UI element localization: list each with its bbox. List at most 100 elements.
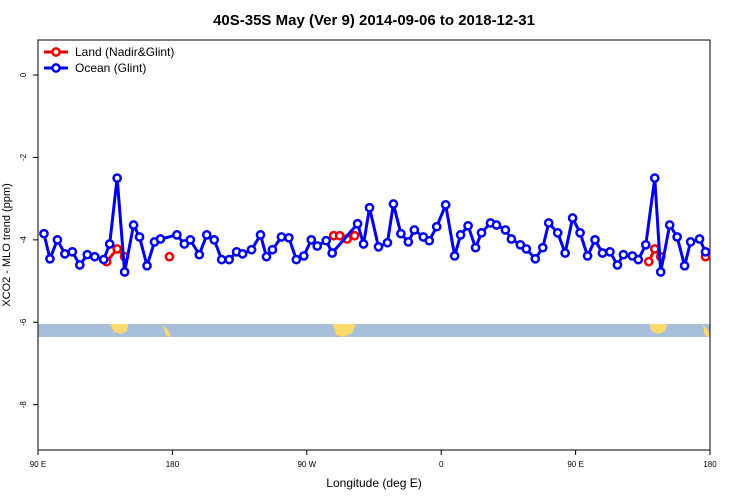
- data-point: [521, 244, 532, 254]
- data-point: [164, 251, 175, 262]
- y-tick-label: -8: [19, 401, 28, 409]
- data-point: [449, 251, 460, 261]
- data-point: [142, 260, 152, 271]
- data-point: [104, 239, 115, 249]
- y-tick-label: -4: [19, 236, 28, 244]
- x-tick-label: 90 E: [567, 460, 583, 469]
- data-point: [172, 230, 182, 240]
- land-blob: [163, 325, 171, 337]
- data-point: [74, 260, 85, 270]
- data-point: [575, 227, 585, 238]
- data-point: [321, 235, 332, 246]
- data-point: [39, 228, 49, 239]
- data-point: [128, 220, 139, 230]
- data-point: [373, 242, 384, 252]
- data-point: [643, 256, 654, 267]
- data-point: [424, 235, 435, 246]
- y-tick-label: -6: [19, 318, 28, 326]
- data-point: [664, 220, 675, 230]
- data-point: [455, 230, 466, 240]
- data-point: [291, 254, 302, 265]
- legend-marker: [51, 47, 61, 57]
- data-point: [267, 244, 278, 255]
- data-point: [700, 246, 711, 257]
- data-point: [463, 220, 473, 231]
- data-point: [640, 239, 651, 250]
- data-point: [612, 260, 623, 270]
- data-point: [605, 246, 615, 257]
- data-point: [352, 218, 363, 229]
- data-point: [694, 234, 705, 244]
- data-point: [134, 232, 145, 242]
- data-point: [119, 267, 130, 277]
- data-point: [506, 234, 517, 244]
- data-point: [672, 232, 682, 242]
- plot-frame: [37, 39, 711, 451]
- data-point: [633, 254, 644, 265]
- data-point: [216, 254, 227, 265]
- data-point: [155, 234, 166, 244]
- data-point: [224, 254, 234, 265]
- data-point: [679, 260, 690, 271]
- data-point: [60, 249, 70, 259]
- data-point: [560, 248, 570, 258]
- legend-marker: [51, 63, 61, 73]
- y-tick-label: 0: [19, 72, 28, 77]
- data-point: [396, 228, 406, 239]
- land-blob: [703, 325, 710, 337]
- data-point: [112, 244, 122, 254]
- data-point: [194, 249, 205, 260]
- data-point: [491, 220, 502, 230]
- data-point: [364, 202, 375, 213]
- x-tick-label: 180: [703, 460, 717, 469]
- data-point: [52, 234, 63, 245]
- data-point: [543, 218, 554, 228]
- data-point: [649, 173, 660, 183]
- x-tick-label: 90 W: [297, 460, 316, 469]
- data-point: [590, 234, 600, 245]
- data-point: [349, 230, 360, 241]
- data-point: [284, 232, 294, 243]
- data-point: [618, 249, 629, 260]
- data-point: [552, 227, 563, 238]
- data-point: [82, 249, 93, 260]
- data-point: [358, 239, 369, 249]
- land-blob: [333, 324, 356, 337]
- data-point: [567, 213, 578, 223]
- data-point: [98, 254, 109, 265]
- data-point: [655, 267, 666, 277]
- data-point: [440, 199, 451, 210]
- data-point: [403, 237, 414, 247]
- data-point: [470, 242, 481, 253]
- data-point: [327, 248, 338, 258]
- data-point: [89, 251, 100, 262]
- data-point: [597, 248, 608, 258]
- data-point: [312, 241, 323, 251]
- data-point: [388, 199, 399, 209]
- data-point: [431, 221, 442, 232]
- x-axis-label: Longitude (deg E): [326, 476, 421, 490]
- data-point: [685, 237, 696, 247]
- data-point: [649, 244, 660, 254]
- series-line: [42, 176, 707, 274]
- data-point: [209, 234, 220, 245]
- legend-label: Land (Nadir&Glint): [75, 45, 174, 59]
- land-blob: [649, 324, 667, 334]
- data-point: [261, 251, 272, 262]
- data-point: [237, 249, 248, 259]
- data-point: [476, 227, 487, 238]
- legend-label: Ocean (Glint): [75, 61, 146, 75]
- x-tick-label: 180: [166, 460, 180, 469]
- ocean-strip: [38, 324, 710, 337]
- data-point: [67, 246, 78, 257]
- data-point: [45, 253, 55, 264]
- data-point: [530, 253, 541, 264]
- map-strip: [38, 324, 710, 337]
- land-blob: [110, 324, 128, 334]
- data-point: [382, 237, 393, 248]
- data-point: [500, 225, 511, 235]
- data-point: [537, 242, 548, 253]
- x-tick-label: 0: [439, 460, 444, 469]
- data-point: [334, 230, 345, 241]
